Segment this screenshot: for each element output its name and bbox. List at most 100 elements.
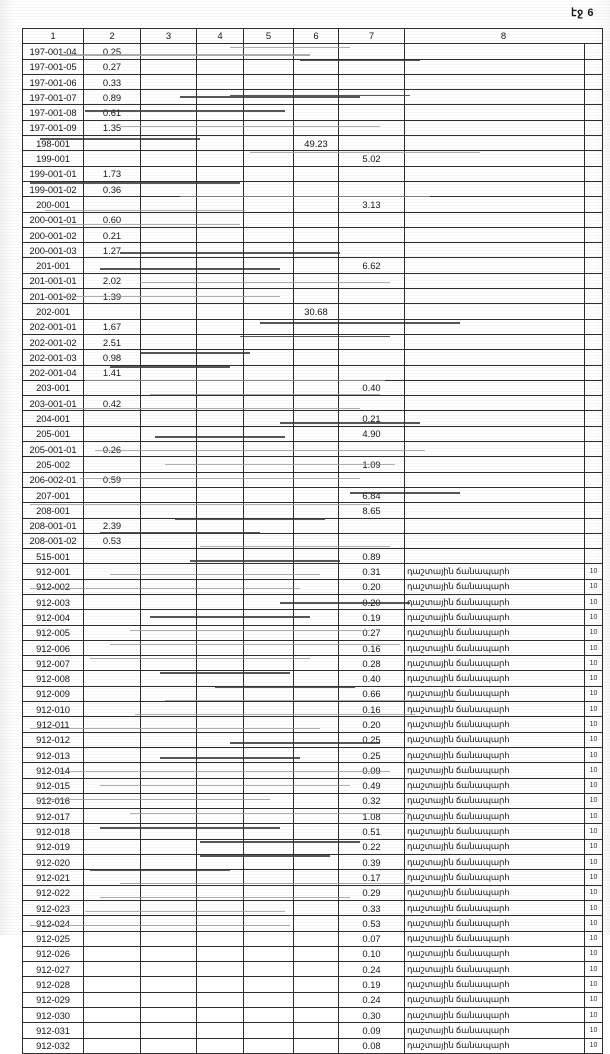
row-code: 202-001-02	[22, 333, 84, 351]
row-col6	[293, 639, 339, 657]
row-col7	[338, 532, 405, 550]
row-col7: 0.22	[338, 838, 405, 856]
row-col6	[293, 746, 339, 764]
row-col6	[293, 578, 339, 595]
row-col6	[293, 808, 339, 825]
row-col4	[196, 838, 244, 856]
row-col2	[83, 930, 141, 947]
table-row: 203-001 0.40	[22, 379, 604, 397]
row-col5	[243, 823, 294, 840]
row-col7: 0.07	[338, 930, 405, 947]
row-col2	[83, 976, 141, 993]
row-code: 912-014	[22, 762, 84, 779]
row-code: 205-001-01	[22, 441, 84, 458]
row-col5	[243, 716, 294, 733]
row-col4	[196, 73, 244, 91]
row-col6	[293, 180, 339, 198]
row-col7: 4.90	[338, 425, 405, 443]
row-col7	[338, 165, 405, 182]
row-col5	[243, 854, 294, 871]
row-description	[404, 196, 585, 213]
row-col4	[196, 104, 244, 121]
table-row: 197-001-09 1.35	[22, 119, 604, 137]
row-col6	[293, 976, 339, 993]
row-col5	[243, 150, 294, 167]
row-col3	[140, 456, 197, 473]
row-col6	[293, 899, 339, 917]
row-col5	[243, 517, 294, 534]
row-col2: 0.26	[83, 441, 141, 458]
row-col5	[243, 945, 294, 963]
row-col6	[293, 73, 339, 91]
row-col6	[293, 655, 339, 672]
row-code: 201-001-02	[22, 288, 84, 305]
row-col2	[83, 257, 141, 274]
row-col8-tail	[583, 226, 604, 244]
row-col5	[243, 869, 294, 886]
row-col7: 0.40	[338, 379, 405, 397]
row-col4	[196, 655, 244, 672]
row-col7	[338, 303, 405, 320]
row-col7	[338, 211, 405, 228]
row-col3	[140, 701, 197, 718]
row-col2: 0.53	[83, 532, 141, 550]
row-col4	[196, 563, 244, 580]
row-col5	[243, 532, 294, 550]
row-col8-tail	[583, 532, 604, 550]
row-col8-tail: 10	[583, 578, 604, 595]
row-code: 200-001-02	[22, 226, 84, 244]
row-col4	[196, 349, 244, 366]
row-col6: 30.68	[293, 303, 339, 320]
row-col3	[140, 104, 197, 121]
row-code: 912-001	[22, 563, 84, 580]
row-col3	[140, 119, 197, 137]
row-code: 912-021	[22, 869, 84, 886]
row-code: 912-022	[22, 884, 84, 901]
row-code: 912-016	[22, 792, 84, 810]
table-row: 515-001 0.89	[22, 548, 604, 565]
table-row: 912-020 0.39 դաշտային ճանապարհ 10	[22, 854, 604, 871]
row-col3	[140, 945, 197, 963]
row-col8-tail	[583, 119, 604, 137]
row-col4	[196, 43, 244, 60]
row-col3	[140, 609, 197, 626]
row-code: 912-006	[22, 639, 84, 657]
row-col6	[293, 854, 339, 871]
row-description	[404, 502, 585, 519]
row-col5	[243, 563, 294, 580]
table-row: 197-001-08 0.61	[22, 104, 604, 121]
row-col2	[83, 838, 141, 856]
row-col6	[293, 869, 339, 886]
row-col6	[293, 915, 339, 932]
row-col7: 0.66	[338, 685, 405, 703]
table-row: 199-001-01 1.73	[22, 165, 604, 182]
row-col3	[140, 624, 197, 641]
row-col2	[83, 1006, 141, 1024]
row-col2: 1.67	[83, 318, 141, 335]
row-col4	[196, 517, 244, 534]
row-description: դաշտային ճանապարհ	[404, 961, 585, 978]
row-col7: 0.24	[338, 991, 405, 1009]
row-code: 912-027	[22, 961, 84, 978]
row-col8-tail	[583, 395, 604, 412]
row-description	[404, 532, 585, 550]
row-col7	[338, 135, 405, 152]
row-col8-tail	[583, 502, 604, 519]
row-col6	[293, 196, 339, 213]
row-col3	[140, 532, 197, 550]
row-col7	[338, 43, 405, 60]
table-row: 912-024 0.53 դաշտային ճանապարհ 10	[22, 915, 604, 932]
row-col5	[243, 731, 294, 748]
row-col5	[243, 915, 294, 932]
row-description	[404, 226, 585, 244]
table-row: 912-021 0.17 դաշտային ճանապարհ 10	[22, 869, 604, 886]
row-col8-tail: 10	[583, 976, 604, 993]
row-col7: 6.84	[338, 486, 405, 504]
row-col3	[140, 563, 197, 580]
row-description	[404, 486, 585, 504]
row-col2	[83, 624, 141, 641]
row-col7: 0.24	[338, 961, 405, 978]
row-col8-tail: 10	[583, 945, 604, 963]
row-code: 208-001-01	[22, 517, 84, 534]
row-col6: 49.23	[293, 135, 339, 152]
